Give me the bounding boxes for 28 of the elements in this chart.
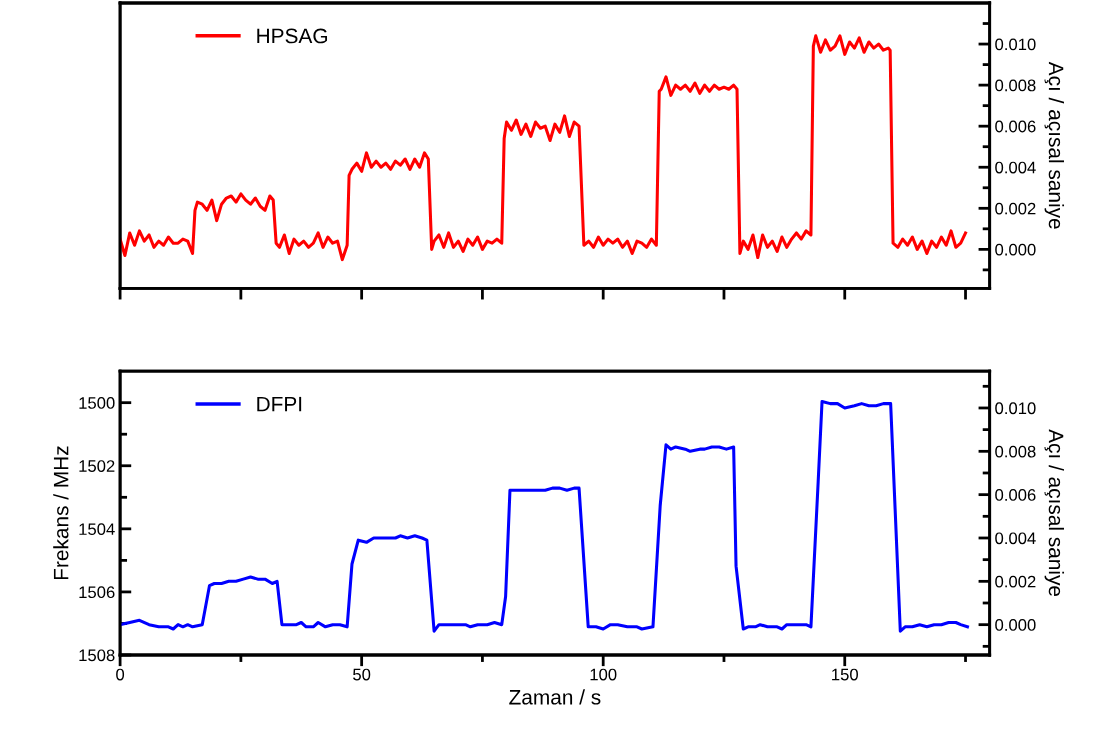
y-tick-label: 1500 (79, 397, 115, 409)
y-tick-label: 1508 (79, 649, 115, 662)
x-axis-title: Zaman / s (509, 689, 601, 705)
y2-tick-label: 0.000 (995, 619, 1036, 631)
y2-tick-label: 0.008 (995, 445, 1036, 458)
y2-tick-label: 0.002 (995, 575, 1036, 588)
y-tick-label: 1502 (79, 460, 115, 472)
y2-tick-label: 0.006 (995, 120, 1036, 133)
y2-tick-label: 0.010 (995, 38, 1036, 51)
y2-tick-label: 0.006 (995, 489, 1036, 501)
y2-tick-label: 0.004 (995, 532, 1036, 545)
y2-tick-label: 0.010 (995, 402, 1036, 415)
y2-tick-label: 0.004 (995, 161, 1036, 174)
legend-label: HPSAG (257, 28, 327, 44)
legend-label: DFPI (257, 396, 302, 412)
y2-tick-label: 0.002 (995, 202, 1036, 215)
y2-tick-label: 0.008 (995, 79, 1036, 92)
x-tick-label: 0 (116, 668, 125, 681)
y-tick-label: 1506 (79, 586, 115, 599)
y2-axis-title: Açı / açısal saniye (1044, 61, 1065, 229)
x-tick-label: 150 (832, 668, 858, 681)
line-series (120, 399, 969, 633)
y-tick-label: 1504 (79, 523, 115, 536)
y2-axis-title: Açı / açısal saniye (1044, 429, 1065, 597)
x-tick-label: 50 (353, 668, 371, 681)
y2-tick-label: 0.000 (995, 243, 1036, 256)
y-axis-title: Frekans / MHz (53, 446, 69, 580)
x-tick-label: 100 (590, 668, 617, 681)
